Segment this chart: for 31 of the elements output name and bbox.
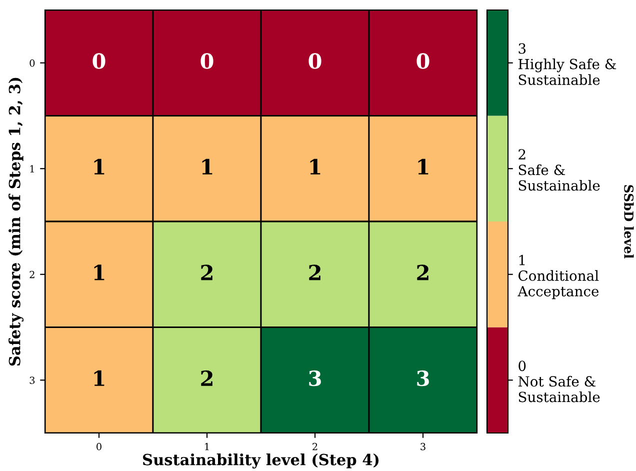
data-label: 2 (417, 264, 428, 280)
y-axis-title: Safety score (min of Steps 1, 2, 3) (8, 78, 24, 366)
y-tick-label: 0 (30, 59, 35, 67)
data-label: 0 (200, 53, 214, 69)
y-tick-label: 3 (30, 376, 35, 384)
x-tick-label: 2 (312, 442, 318, 450)
data-label: 3 (309, 370, 321, 386)
color-bar-label: 1 Conditional Acceptance (518, 254, 599, 300)
x-axis-title: Sustainability level (Step 4) (143, 454, 379, 469)
data-label: 1 (310, 158, 320, 174)
x-tick-label: 3 (420, 442, 426, 450)
data-label: 3 (417, 370, 429, 386)
y-tick-label: 2 (30, 270, 34, 278)
data-label: 1 (94, 158, 104, 174)
data-label: 2 (201, 370, 212, 386)
data-label: 2 (309, 264, 320, 280)
data-label: 1 (202, 158, 212, 174)
data-label: 1 (418, 158, 428, 174)
data-label: 0 (308, 53, 322, 69)
data-label: 1 (94, 370, 104, 386)
y-tick-label: 1 (30, 165, 34, 172)
data-label: 0 (416, 53, 430, 69)
color-bar-label: 0 Not Safe & Sustainable (518, 360, 600, 402)
x-tick-label: 0 (96, 442, 102, 450)
data-label: 0 (92, 53, 106, 69)
color-bar-title: SSbD level (624, 185, 634, 258)
data-label: 1 (94, 264, 104, 280)
data-label: 2 (201, 264, 212, 280)
color-bar-label: 3 Highly Safe & Sustainable (518, 43, 616, 86)
color-bar-label: 2 Safe & Sustainable (518, 149, 600, 191)
x-tick-label: 1 (205, 442, 209, 450)
